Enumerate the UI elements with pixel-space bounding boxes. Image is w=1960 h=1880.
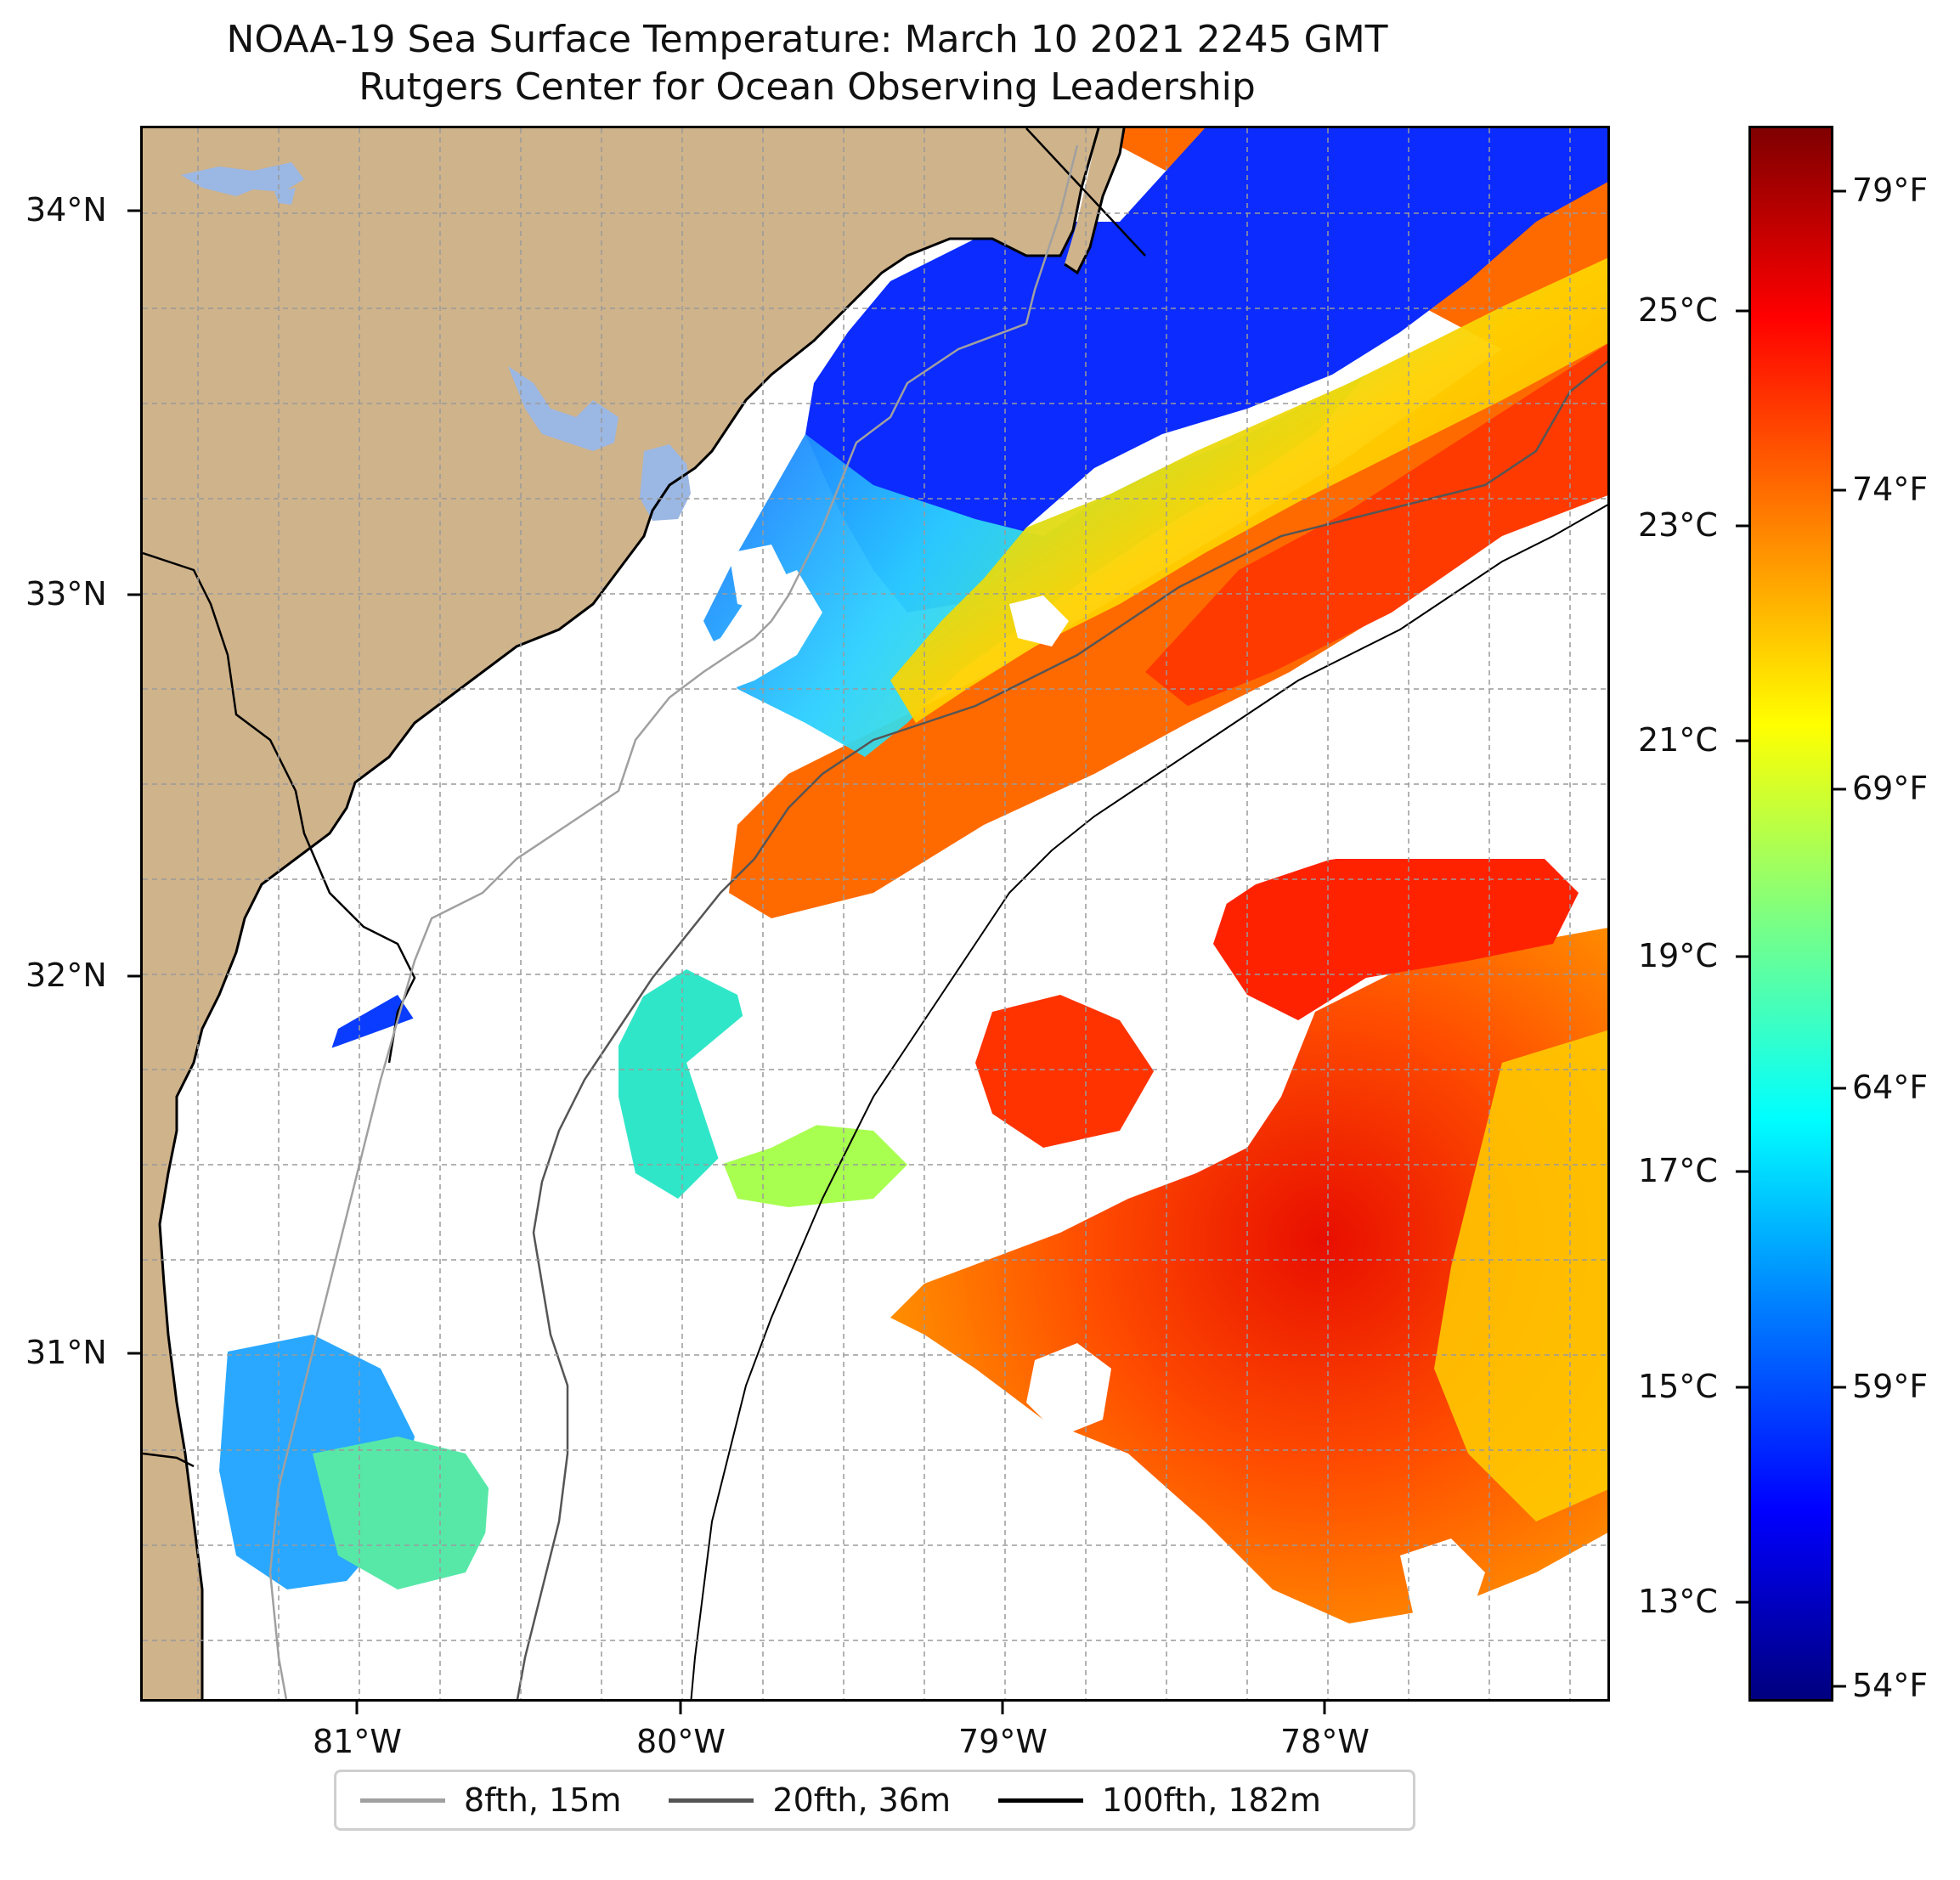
coastline <box>158 128 1100 1699</box>
map-subtitle: Rutgers Center for Ocean Observing Leade… <box>359 65 1256 109</box>
legend-label-15m: 8fth, 15m <box>464 1781 622 1819</box>
colorbar <box>1748 126 1833 1702</box>
legend-line-15m <box>360 1798 445 1803</box>
lon-label-80: 80°W <box>636 1723 726 1760</box>
colorbar-f-64: 64°F <box>1852 1069 1929 1106</box>
legend-line-182m <box>997 1798 1083 1803</box>
colorbar-c-13: 13°C <box>1638 1583 1718 1620</box>
colorbar-f-54: 54°F <box>1852 1667 1929 1704</box>
lake-marion <box>508 366 619 451</box>
colorbar-c-23: 23°C <box>1638 506 1718 544</box>
no-data-mid-hole <box>1009 596 1069 646</box>
no-data-south <box>483 1284 907 1691</box>
colorbar-f-74: 74°F <box>1852 471 1929 508</box>
colorbar-c-19: 19°C <box>1638 937 1718 974</box>
no-data-offshore-band <box>686 724 1607 1165</box>
no-data-hole-south-eddy <box>1026 1343 1111 1437</box>
lat-label-33: 33°N <box>25 575 107 613</box>
legend-entry-182m: 100fth, 182m <box>997 1781 1321 1819</box>
isobath-legend: 8fth, 15m 20fth, 36m 100fth, 182m <box>334 1770 1415 1831</box>
state-border-ga-fl <box>143 1452 195 1468</box>
isobath-36m <box>516 360 1607 1699</box>
isobath-182m <box>690 504 1607 1699</box>
colorbar-f-69: 69°F <box>1852 770 1929 807</box>
lake-moultrie <box>640 444 691 521</box>
legend-label-182m: 100fth, 182m <box>1101 1781 1321 1819</box>
warm-eddy-yellow-core <box>1434 1030 1607 1522</box>
colorbar-c-17: 17°C <box>1638 1152 1718 1189</box>
legend-entry-15m: 8fth, 15m <box>360 1781 621 1819</box>
lat-label-31: 31°N <box>25 1334 107 1371</box>
cold-shelf-north <box>805 128 1607 613</box>
colorbar-c-21: 21°C <box>1638 721 1718 759</box>
lakes <box>181 162 691 521</box>
colorbar-f-79: 79°F <box>1852 172 1929 209</box>
map-title: NOAA-19 Sea Surface Temperature: March 1… <box>226 18 1388 61</box>
sst-field <box>219 128 1607 1623</box>
gulf-stream-inner <box>1145 343 1607 706</box>
colorbar-c-15: 15°C <box>1638 1368 1718 1405</box>
land-mass <box>143 128 1099 1699</box>
sst-map-canvas <box>143 128 1607 1699</box>
lon-label-78: 78°W <box>1280 1723 1370 1760</box>
graticule <box>143 128 1607 1699</box>
legend-label-36m: 20fth, 36m <box>772 1781 951 1819</box>
no-data-hole-2 <box>1400 1538 1485 1632</box>
red-patch-center <box>975 995 1154 1148</box>
legend-entry-36m: 20fth, 36m <box>669 1781 951 1819</box>
lake-north-small <box>274 188 296 205</box>
lat-label-34: 34°N <box>25 191 107 229</box>
lat-label-32: 32°N <box>25 957 107 994</box>
no-data-north-hole <box>729 545 788 613</box>
colorbar-f-59: 59°F <box>1852 1368 1929 1405</box>
colorbar-c-25: 25°C <box>1638 291 1718 329</box>
gulf-stream-band <box>729 128 1607 918</box>
lake-north <box>181 162 304 196</box>
coastline-spit <box>1064 128 1126 275</box>
state-border-nc-sc <box>1025 128 1146 257</box>
legend-line-36m <box>669 1798 754 1803</box>
sst-map <box>140 126 1610 1702</box>
isobath-15m <box>268 144 1079 1699</box>
mid-shelf-yellow <box>890 257 1607 723</box>
lon-label-81: 81°W <box>313 1723 402 1760</box>
lon-label-79: 79°W <box>958 1723 1048 1760</box>
red-patch-east <box>1213 859 1579 1020</box>
